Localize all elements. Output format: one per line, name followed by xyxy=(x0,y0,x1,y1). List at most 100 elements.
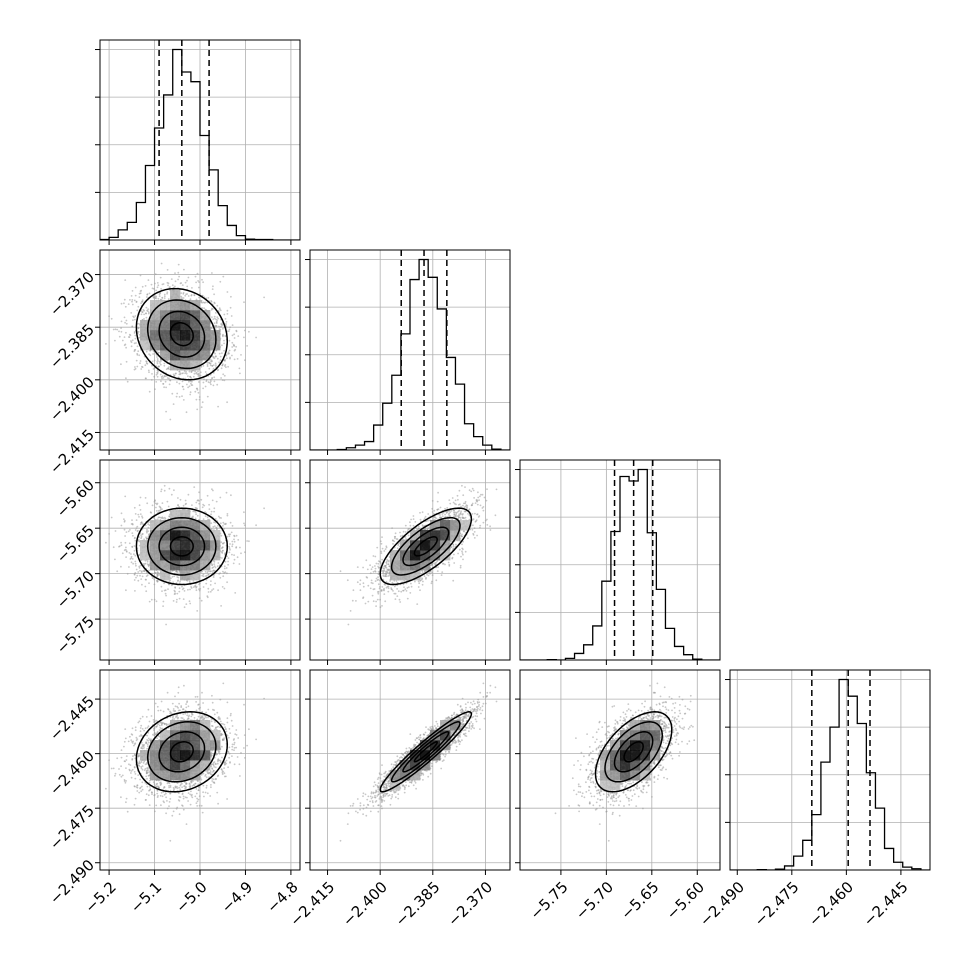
sample-point xyxy=(230,295,232,298)
sample-point xyxy=(189,391,192,394)
sample-point xyxy=(223,379,226,382)
density-cell xyxy=(200,340,211,351)
sample-point xyxy=(156,375,159,378)
sample-point xyxy=(212,574,215,577)
sample-point xyxy=(148,524,151,526)
sample-point xyxy=(202,301,205,304)
sample-point xyxy=(146,293,149,296)
sample-point xyxy=(150,598,153,601)
sample-point xyxy=(138,516,140,518)
sample-point xyxy=(148,292,151,295)
sample-point xyxy=(141,583,143,586)
sample-point xyxy=(143,313,146,316)
sample-point xyxy=(225,321,228,323)
sample-point xyxy=(141,570,143,573)
sample-point xyxy=(184,294,187,297)
sample-point xyxy=(128,542,131,545)
sample-point xyxy=(225,366,227,369)
sample-point xyxy=(158,295,161,297)
sample-point xyxy=(193,294,196,297)
sample-point xyxy=(223,565,226,568)
sample-point xyxy=(222,335,224,338)
sample-point xyxy=(139,292,142,295)
sample-point xyxy=(167,505,170,508)
sample-point xyxy=(125,360,128,363)
sample-point xyxy=(239,372,241,375)
sample-point xyxy=(137,305,140,308)
sample-point xyxy=(110,317,113,320)
sample-point xyxy=(135,359,138,362)
sample-point xyxy=(116,328,119,331)
sample-point xyxy=(213,507,216,510)
density-cell xyxy=(160,350,171,361)
contour-line xyxy=(158,310,206,358)
sample-point xyxy=(179,372,182,374)
sample-point xyxy=(128,336,131,338)
sample-point xyxy=(173,489,175,492)
sample-point xyxy=(183,590,186,592)
sample-point xyxy=(222,333,224,336)
sample-point xyxy=(201,360,204,362)
sample-point xyxy=(135,300,138,303)
y-tick-label: −2.370 xyxy=(46,268,98,320)
sample-point xyxy=(166,281,169,284)
sample-point xyxy=(155,289,158,292)
sample-point xyxy=(224,334,227,337)
sample-point xyxy=(182,399,185,401)
sample-point xyxy=(223,342,226,345)
sample-point xyxy=(184,499,187,502)
y-tick-label: −2.385 xyxy=(46,320,98,372)
sample-point xyxy=(198,381,200,383)
sample-point xyxy=(173,575,176,578)
sample-point xyxy=(196,610,199,612)
sample-point xyxy=(118,330,120,333)
sample-point xyxy=(125,346,127,349)
sample-point xyxy=(167,284,169,287)
sample-point xyxy=(211,316,213,318)
sample-point xyxy=(159,510,161,512)
sample-point xyxy=(157,509,160,512)
sample-point xyxy=(120,302,123,305)
sample-point xyxy=(217,405,220,408)
sample-point xyxy=(140,313,143,316)
sample-point xyxy=(198,398,201,401)
panel-1-0: −2.415−2.400−2.385−2.370 xyxy=(46,249,301,478)
density-cell xyxy=(200,320,211,331)
sample-point xyxy=(218,361,221,364)
sample-point xyxy=(130,341,133,344)
sample-point xyxy=(159,506,162,509)
sample-point xyxy=(211,288,214,290)
sample-point xyxy=(212,384,215,387)
sample-point xyxy=(141,515,143,518)
sample-point xyxy=(222,521,225,524)
sample-point xyxy=(197,391,200,394)
sample-point xyxy=(138,322,140,325)
sample-point xyxy=(179,282,182,285)
sample-point xyxy=(214,518,217,520)
sample-point xyxy=(212,576,215,578)
sample-point xyxy=(134,572,137,574)
density-cell xyxy=(140,340,151,351)
sample-point xyxy=(134,367,137,370)
sample-point xyxy=(147,308,150,311)
sample-point xyxy=(123,336,126,338)
sample-point xyxy=(144,562,147,565)
panel-2-0: −5.75−5.70−5.65−5.60 xyxy=(53,459,301,665)
sample-point xyxy=(177,263,180,266)
sample-point xyxy=(120,541,122,544)
sample-point xyxy=(130,345,133,348)
sample-point xyxy=(130,555,133,558)
sample-point xyxy=(217,562,220,564)
sample-point xyxy=(137,529,139,532)
sample-point xyxy=(148,311,150,314)
sample-point xyxy=(181,372,184,375)
sample-point xyxy=(238,563,241,565)
sample-point xyxy=(222,373,225,376)
sample-point xyxy=(204,570,207,573)
sample-point xyxy=(178,506,181,508)
sample-point xyxy=(231,324,234,326)
sample-point xyxy=(133,299,136,302)
sample-point xyxy=(158,360,161,363)
sample-point xyxy=(175,601,178,603)
sample-point xyxy=(210,379,212,381)
